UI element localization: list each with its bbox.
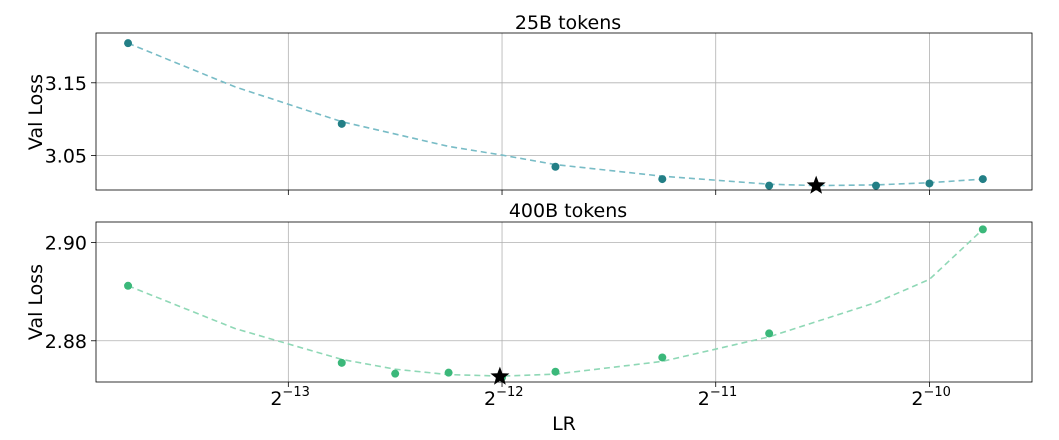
optimum-star-marker-25b	[806, 175, 826, 194]
data-point-25b	[658, 175, 667, 184]
y-ticks-400b: 2.88 2.90	[45, 233, 96, 353]
data-point-25b	[765, 181, 774, 190]
x-tick-label: 2−13	[270, 385, 310, 410]
fit-line-400b	[127, 228, 984, 377]
data-point-25b	[872, 181, 880, 190]
optimum-star-25b	[806, 175, 826, 194]
data-point-25b	[551, 162, 560, 171]
x-axis-label: LR	[552, 413, 576, 435]
optimum-star-marker-400b	[490, 366, 510, 385]
data-point-400b	[551, 367, 560, 376]
data-point-25b	[124, 39, 133, 48]
axes-frame-400b	[95, 221, 1033, 383]
panel-title-25b: 25B tokens	[515, 12, 621, 34]
y-tick-label-25b: 3.15	[45, 73, 87, 95]
data-point-400b	[391, 369, 400, 378]
y-tick-label-400b: 2.90	[45, 233, 87, 255]
y-ticks-25b: 3.05 3.15	[45, 73, 96, 167]
data-point-400b	[124, 281, 133, 290]
x-tick-label: 2−11	[698, 385, 738, 410]
y-tick-label-400b: 2.88	[45, 331, 87, 353]
panel-25b: 25B tokens Val Loss 3.05 3.15	[25, 12, 1033, 195]
y-axis-label-25b: Val Loss	[25, 74, 47, 150]
data-point-400b	[658, 353, 667, 362]
data-point-400b	[444, 368, 453, 377]
axes-frame-25b	[95, 32, 1033, 191]
y-axis-label-400b: Val Loss	[25, 264, 47, 340]
y-tick-label-25b: 3.05	[45, 145, 87, 167]
data-points-400b	[124, 225, 987, 382]
panel-title-400b: 400B tokens	[509, 200, 627, 222]
panel-400b: 400B tokens Val Loss 2.88 2.90	[25, 200, 1033, 387]
grid-25b	[96, 33, 1032, 195]
data-points-25b	[124, 39, 987, 190]
data-point-25b	[978, 175, 987, 184]
data-point-400b	[765, 329, 774, 338]
x-ticks: 2−13 2−12 2−11 2−10	[270, 385, 951, 410]
data-point-400b	[978, 225, 987, 234]
optimum-star-400b	[490, 366, 510, 385]
data-point-400b	[337, 358, 346, 367]
data-point-25b	[337, 119, 346, 128]
x-tick-label: 2−12	[484, 385, 524, 410]
grid-400b	[96, 222, 1032, 387]
x-tick-label: 2−10	[911, 385, 951, 410]
fit-curve-400b	[127, 228, 984, 377]
data-point-25b	[925, 179, 934, 188]
